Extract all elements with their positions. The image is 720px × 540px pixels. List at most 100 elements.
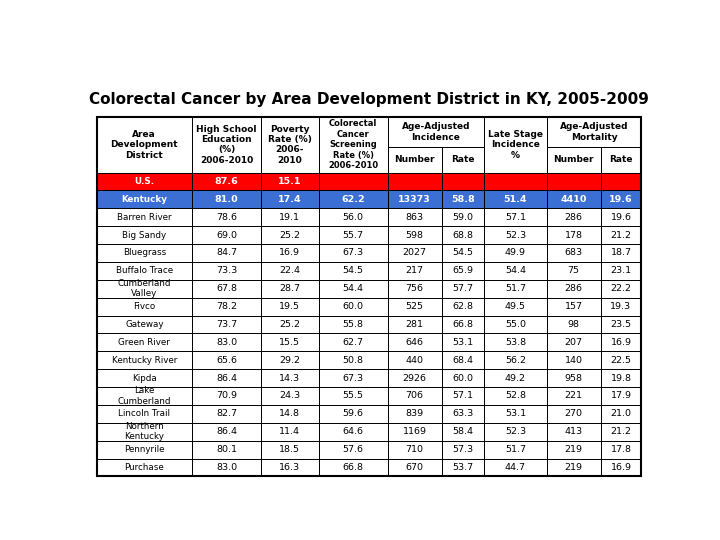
Bar [192, 172, 261, 191]
Bar [319, 333, 388, 352]
Bar [319, 405, 388, 423]
Text: U.S.: U.S. [134, 177, 154, 186]
Bar [261, 117, 319, 172]
Text: Big Sandy: Big Sandy [122, 231, 166, 240]
Bar [441, 262, 485, 280]
Bar [388, 423, 441, 441]
Bar [485, 352, 546, 369]
Bar [388, 172, 441, 191]
Bar [96, 458, 192, 476]
Bar [96, 208, 192, 226]
Text: 286: 286 [564, 284, 582, 293]
Text: 56.2: 56.2 [505, 356, 526, 364]
Text: 17.8: 17.8 [611, 445, 631, 454]
Bar [96, 172, 192, 191]
Bar [485, 280, 546, 298]
Bar [192, 333, 261, 352]
Text: Kipda: Kipda [132, 374, 157, 383]
Text: 58.8: 58.8 [451, 195, 474, 204]
Bar [192, 244, 261, 262]
Bar [261, 280, 319, 298]
Bar [319, 226, 388, 244]
Text: 63.3: 63.3 [452, 409, 474, 418]
Bar [546, 352, 600, 369]
Bar [485, 405, 546, 423]
Text: Purchase: Purchase [125, 463, 164, 472]
Bar [485, 315, 546, 333]
Bar [546, 298, 600, 315]
Bar [600, 458, 642, 476]
Text: 81.0: 81.0 [215, 195, 238, 204]
Bar [441, 458, 485, 476]
Bar [600, 280, 642, 298]
Bar [388, 244, 441, 262]
Bar [192, 298, 261, 315]
Bar [546, 172, 600, 191]
Text: 50.8: 50.8 [343, 356, 364, 364]
Bar [319, 387, 388, 405]
Bar [546, 244, 600, 262]
Text: 19.5: 19.5 [279, 302, 300, 311]
Text: Rate: Rate [451, 156, 474, 165]
Text: 60.0: 60.0 [452, 374, 474, 383]
Text: 19.8: 19.8 [611, 374, 631, 383]
Bar [261, 208, 319, 226]
Text: 84.7: 84.7 [216, 248, 237, 258]
Text: 55.0: 55.0 [505, 320, 526, 329]
Bar [319, 191, 388, 208]
Bar [192, 387, 261, 405]
Bar [319, 208, 388, 226]
Text: 62.8: 62.8 [452, 302, 474, 311]
Bar [388, 280, 441, 298]
Bar [388, 333, 441, 352]
Text: 53.1: 53.1 [505, 409, 526, 418]
Text: 70.9: 70.9 [216, 392, 237, 401]
Text: 75: 75 [567, 266, 580, 275]
Text: 82.7: 82.7 [216, 409, 237, 418]
Text: Kentucky River: Kentucky River [112, 356, 177, 364]
Text: 525: 525 [405, 302, 423, 311]
Text: Age-Adjusted
Mortality: Age-Adjusted Mortality [559, 123, 629, 142]
Bar [441, 352, 485, 369]
Bar [441, 280, 485, 298]
Text: 219: 219 [564, 445, 582, 454]
Bar [546, 441, 600, 458]
Text: 66.8: 66.8 [343, 463, 364, 472]
Text: 80.1: 80.1 [216, 445, 237, 454]
Bar [192, 352, 261, 369]
Bar [96, 405, 192, 423]
Bar [319, 352, 388, 369]
Bar [441, 244, 485, 262]
Text: 23.1: 23.1 [611, 266, 631, 275]
Bar [546, 315, 600, 333]
Bar [441, 333, 485, 352]
Text: Rate: Rate [609, 156, 633, 165]
Text: 19.3: 19.3 [611, 302, 631, 311]
Bar [600, 244, 642, 262]
Bar [388, 352, 441, 369]
Text: 598: 598 [405, 231, 423, 240]
Bar [441, 423, 485, 441]
Text: 25.2: 25.2 [279, 320, 300, 329]
Bar [192, 315, 261, 333]
Bar [600, 191, 642, 208]
Text: Number: Number [554, 156, 594, 165]
Bar [192, 262, 261, 280]
Text: 98: 98 [567, 320, 580, 329]
Text: 270: 270 [564, 409, 582, 418]
Bar [261, 298, 319, 315]
Bar [96, 244, 192, 262]
Text: 53.8: 53.8 [505, 338, 526, 347]
Text: 22.4: 22.4 [279, 266, 300, 275]
Bar [485, 333, 546, 352]
Bar [388, 208, 441, 226]
Text: 55.5: 55.5 [343, 392, 364, 401]
Bar [546, 191, 600, 208]
Text: 64.6: 64.6 [343, 427, 364, 436]
Text: 221: 221 [564, 392, 582, 401]
Text: Colorectal Cancer by Area Development District in KY, 2005-2009: Colorectal Cancer by Area Development Di… [89, 92, 649, 107]
Text: Lincoln Trail: Lincoln Trail [118, 409, 171, 418]
Bar [261, 387, 319, 405]
Bar [546, 280, 600, 298]
Text: Northern
Kentucky: Northern Kentucky [125, 422, 164, 441]
